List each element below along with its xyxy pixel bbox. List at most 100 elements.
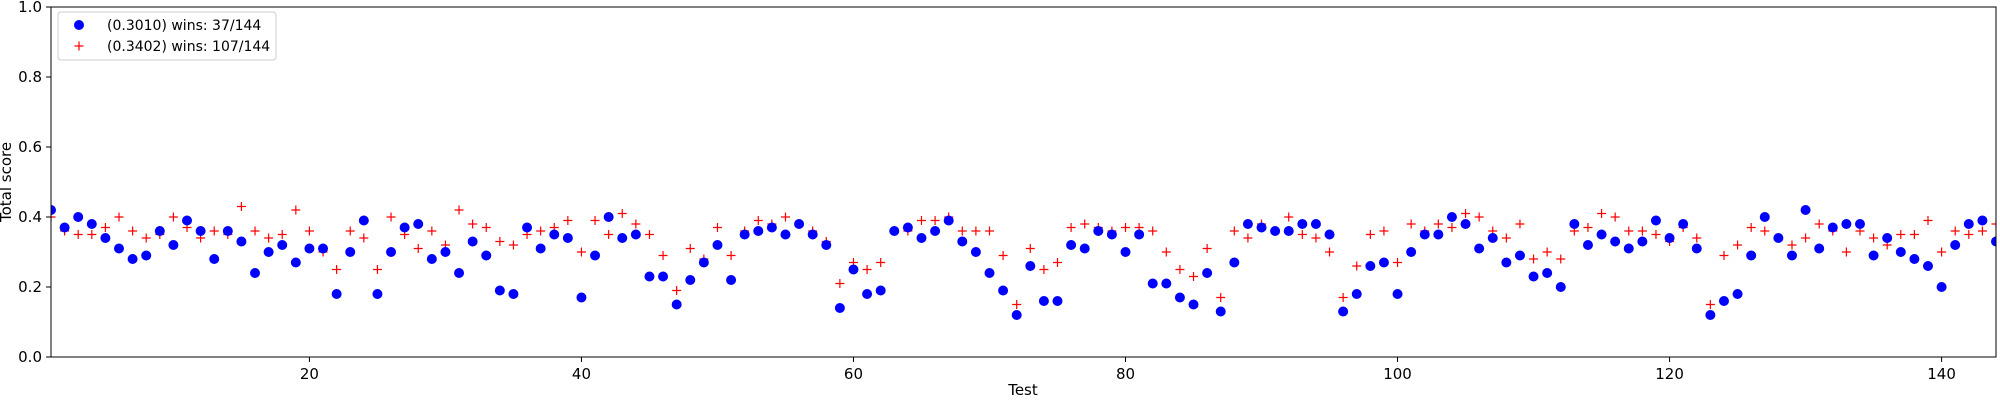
blue-circle-point [535, 243, 546, 254]
red-plus-point [1705, 300, 1715, 309]
red-plus-point [454, 205, 464, 215]
blue-circle-point [467, 236, 478, 247]
blue-circle-point [141, 250, 152, 261]
blue-circle-point [508, 289, 519, 299]
red-plus-point [291, 205, 301, 215]
blue-circle-point [331, 289, 342, 299]
blue-circle-point [1528, 271, 1539, 282]
red-plus-point [726, 251, 736, 260]
blue-circle-point [481, 250, 492, 261]
blue-circle-point [1542, 268, 1553, 278]
blue-circle-point [1555, 282, 1566, 292]
red-plus-point [1216, 293, 1226, 302]
red-plus-point [1379, 226, 1389, 236]
blue-circle-point [1419, 229, 1430, 240]
red-plus-point [386, 212, 396, 222]
red-plus-point [876, 258, 886, 267]
blue-circle-point [1800, 205, 1811, 215]
blue-circle-point [100, 233, 111, 243]
red-plus-point [100, 223, 110, 232]
red-plus-point [1583, 223, 1593, 232]
red-plus-point [590, 216, 600, 225]
y-tick-label: 0.8 [18, 68, 42, 86]
red-plus-point [1923, 216, 1933, 225]
red-plus-point [1202, 244, 1212, 253]
blue-circle-point [590, 250, 601, 261]
red-plus-point [51, 212, 56, 222]
blue-circle-point [753, 226, 764, 236]
blue-circle-point [862, 289, 873, 299]
blue-circle-point [603, 212, 614, 222]
red-plus-point [984, 226, 994, 236]
blue-circle-point [494, 285, 505, 296]
blue-circle-point [1637, 236, 1648, 247]
red-plus-point [1229, 226, 1239, 236]
red-plus-point [1325, 247, 1335, 257]
red-plus-point [1760, 226, 1770, 236]
blue-circle-point [1596, 229, 1607, 240]
blue-circle-point [998, 285, 1009, 296]
blue-circle-point [1066, 240, 1077, 250]
red-plus-point [658, 251, 668, 260]
red-plus-point [1243, 233, 1253, 243]
blue-circle-point [848, 264, 859, 275]
blue-circle-point [168, 240, 179, 250]
blue-circle-point [1841, 219, 1852, 229]
blue-circle-point [1854, 219, 1865, 229]
red-plus-point [114, 212, 124, 222]
red-plus-point [128, 226, 138, 236]
x-tick-label: 40 [572, 365, 591, 383]
red-plus-point [1025, 244, 1035, 253]
blue-circle-point [1487, 233, 1498, 243]
red-plus-point [372, 265, 382, 274]
blue-circle-point [698, 257, 709, 268]
blue-circle-point [1256, 222, 1267, 233]
red-plus-point [1474, 212, 1484, 222]
red-plus-point [1841, 247, 1851, 257]
blue-circle-point [1691, 243, 1702, 254]
x-tick-label: 120 [1655, 365, 1684, 383]
red-plus-point [1053, 258, 1062, 267]
blue-circle-point [1732, 289, 1743, 299]
blue-circle-point [1909, 254, 1920, 264]
red-plus-point [1066, 223, 1076, 232]
red-plus-point [495, 237, 505, 246]
blue-circle-point [86, 219, 97, 229]
blue-circle-point [930, 226, 941, 236]
red-plus-point [1461, 209, 1471, 218]
red-plus-point [604, 230, 614, 239]
red-plus-point [1896, 230, 1906, 239]
y-tick-label: 0.4 [18, 208, 42, 226]
red-plus-point [1991, 219, 1996, 229]
blue-circle-point [1052, 296, 1063, 306]
red-plus-point [236, 202, 246, 211]
red-plus-point [1352, 261, 1362, 271]
blue-circle-point [127, 254, 138, 264]
red-plus-point [73, 230, 83, 239]
red-plus-point [644, 230, 654, 239]
blue-circle-point [1991, 236, 1996, 247]
blue-circle-point [1338, 306, 1349, 317]
blue-circle-point [1161, 278, 1172, 289]
blue-circle-point [209, 254, 220, 264]
blue-circle-point [1895, 247, 1906, 257]
blue-circle-point [1746, 250, 1757, 261]
blue-circle-point [250, 268, 261, 278]
red-plus-point [359, 233, 369, 243]
blue-circle-point [875, 285, 886, 296]
blue-circle-point [1106, 229, 1117, 240]
blue-circle-point [834, 303, 845, 313]
x-tick-label: 80 [1116, 365, 1135, 383]
red-plus-point [1814, 219, 1824, 229]
red-plus-point [916, 216, 926, 225]
blue-circle-point [1718, 296, 1729, 306]
blue-circle-point [182, 215, 193, 226]
red-plus-point [1610, 212, 1620, 222]
red-plus-point [957, 226, 967, 236]
blue-circle-point [440, 247, 451, 257]
blue-circle-point [399, 222, 410, 233]
blue-circle-point [1297, 219, 1308, 229]
blue-circle-point [386, 247, 397, 257]
